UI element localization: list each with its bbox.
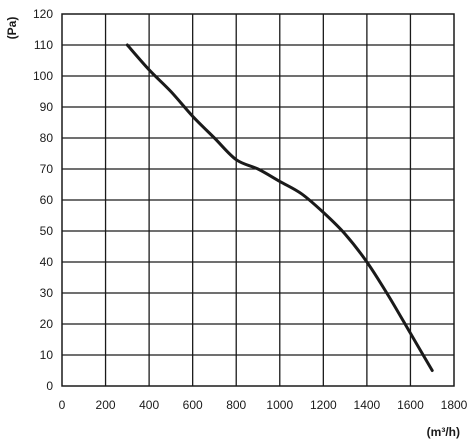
y-tick-label-40: 40 [40,255,54,269]
y-tick-label-70: 70 [40,162,54,176]
y-tick-label-20: 20 [40,317,54,331]
y-tick-label-10: 10 [40,348,54,362]
y-tick-label-90: 90 [40,100,54,114]
y-tick-label-0: 0 [46,379,53,393]
grid-lines [62,14,454,386]
y-tick-label-50: 50 [40,224,54,238]
y-tick-labels: 0 10 20 30 40 50 60 70 80 90 100 110 120 [33,7,53,393]
x-tick-label-800: 800 [226,398,246,412]
y-tick-label-30: 30 [40,286,54,300]
x-tick-labels: 0 200 400 600 800 1000 1200 1400 1600 1800 [59,398,468,412]
x-tick-label-1600: 1600 [397,398,424,412]
x-tick-label-1200: 1200 [310,398,337,412]
y-tick-label-120: 120 [33,7,53,21]
y-axis-label: (Pa) [5,17,19,40]
x-tick-label-200: 200 [96,398,116,412]
axes [61,13,455,387]
x-tick-label-1000: 1000 [266,398,293,412]
x-tick-label-1400: 1400 [354,398,381,412]
plot-border [61,13,455,387]
y-tick-label-100: 100 [33,69,53,83]
x-tick-label-1800: 1800 [441,398,468,412]
x-axis-label: (m³/h) [427,425,460,439]
series-line-0 [125,43,434,372]
y-tick-label-60: 60 [40,193,54,207]
x-tick-label-600: 600 [183,398,203,412]
x-tick-label-0: 0 [59,398,66,412]
y-tick-label-110: 110 [34,38,53,52]
series-group [125,43,434,372]
y-tick-label-80: 80 [40,131,54,145]
x-tick-label-400: 400 [139,398,159,412]
